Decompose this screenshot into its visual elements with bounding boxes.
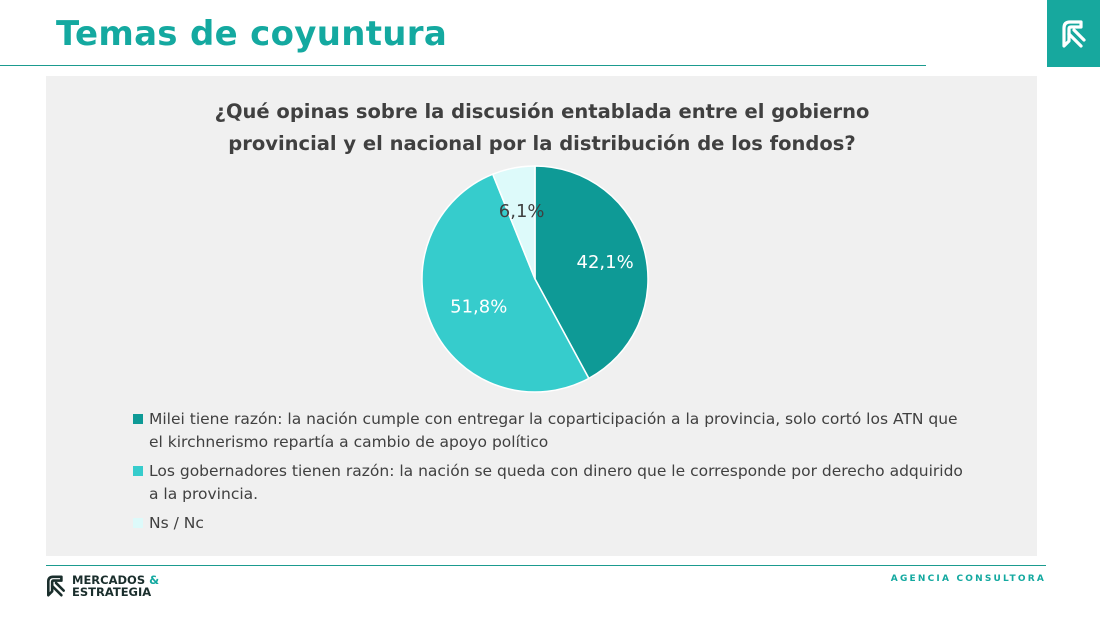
pie-data-label: 6,1%: [499, 201, 545, 222]
pie-slice-gobernadores: [421, 173, 590, 393]
legend-swatch: [133, 466, 143, 476]
footer-tagline: AGENCIA CONSULTORA: [890, 574, 1046, 584]
corner-brand-logo: [1047, 0, 1100, 67]
pie-slice-milei: [534, 165, 649, 380]
pie-data-label: 42,1%: [577, 252, 634, 273]
chart-panel: ¿Qué opinas sobre la discusión entablada…: [46, 76, 1037, 556]
chart-title-text: ¿Qué opinas sobre la discusión entablada…: [214, 100, 870, 155]
legend-item-gobernadores: Los gobernadores tienen razón: la nación…: [133, 460, 963, 506]
legend-label: Ns / Nc: [149, 514, 204, 532]
legend-item-milei: Milei tiene razón: la nación cumple con …: [133, 408, 963, 454]
legend-label: Milei tiene razón: la nación cumple con …: [149, 410, 958, 451]
pie-data-label: 51,8%: [450, 296, 507, 317]
legend-swatch: [133, 518, 143, 528]
chart-title: ¿Qué opinas sobre la discusión entablada…: [46, 96, 1100, 160]
footer-brand-name: MERCADOS & ESTRATEGIA: [72, 574, 159, 598]
pie-chart: 42,1% 51,8% 6,1%: [421, 165, 649, 393]
brand-ampersand: &: [149, 573, 160, 587]
brand-logo-icon: [1061, 19, 1086, 48]
footer-divider: [46, 565, 1046, 566]
brand-name-line1: MERCADOS: [72, 573, 146, 587]
pie-slice-nsnc: [491, 165, 536, 280]
brand-name-line2: ESTRATEGIA: [72, 585, 152, 599]
footer-brand-logo: MERCADOS & ESTRATEGIA: [46, 574, 159, 598]
brand-logo-icon: [47, 575, 65, 597]
legend-swatch: [133, 414, 143, 424]
chart-legend: Milei tiene razón: la nación cumple con …: [133, 408, 963, 541]
legend-item-nsnc: Ns / Nc: [133, 512, 963, 535]
legend-label: Los gobernadores tienen razón: la nación…: [149, 462, 963, 503]
title-divider: [0, 65, 926, 66]
page-title: Temas de coyuntura: [56, 14, 448, 54]
